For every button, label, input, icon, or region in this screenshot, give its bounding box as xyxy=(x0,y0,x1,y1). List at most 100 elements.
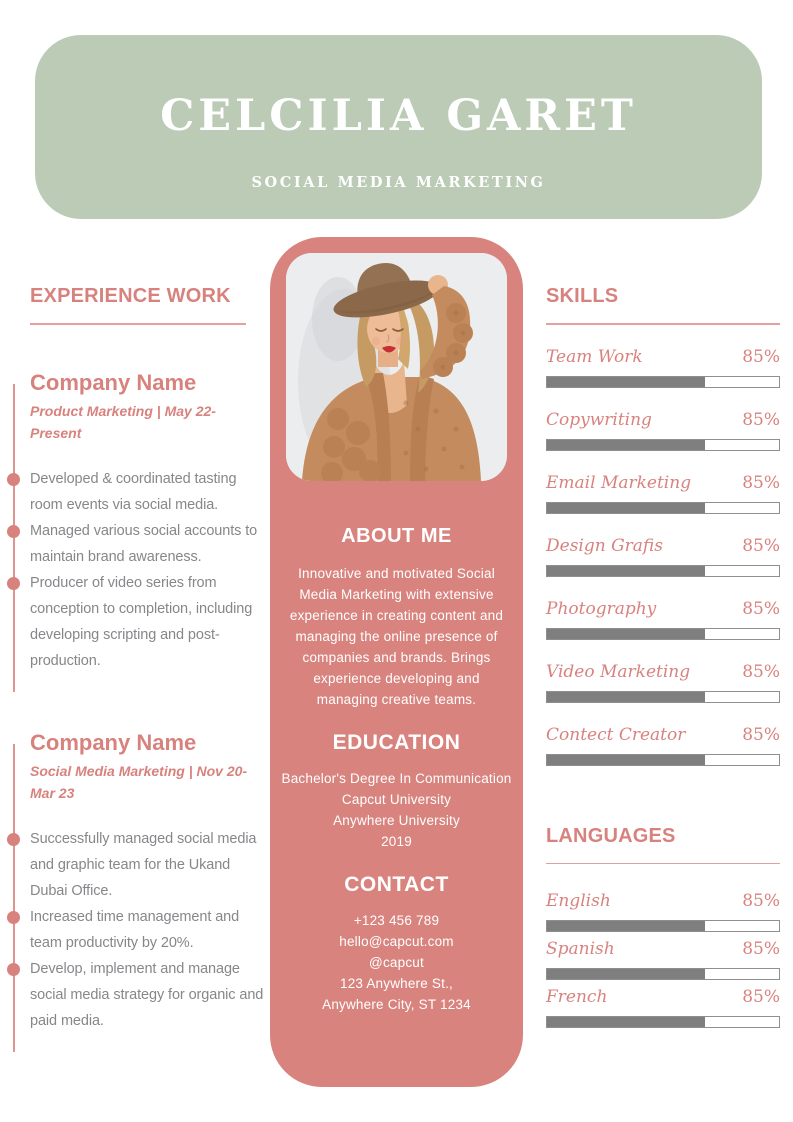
skills-item: Email Marketing 85% xyxy=(546,473,780,514)
company-name: Company Name xyxy=(30,369,197,395)
meter-label: French xyxy=(546,987,608,1007)
job-entry: Company Name Social Media Marketing | Nov… xyxy=(6,729,263,1052)
contact-title: CONTACT xyxy=(344,873,449,896)
meter-bar-fill xyxy=(547,439,705,450)
meter-label: English xyxy=(546,891,611,911)
languages-item: English 85% xyxy=(546,891,780,932)
skills-item: Photography 85% xyxy=(546,599,780,640)
meter-bar-fill xyxy=(547,691,705,702)
portrait-illustration xyxy=(286,253,507,481)
skills-divider xyxy=(546,323,780,325)
header-banner: CELCILIA GARET SOCIAL MEDIA MARKETING xyxy=(35,35,762,219)
meter-label: Photography xyxy=(546,598,657,619)
meter-label: Email Marketing xyxy=(546,472,692,493)
contact-line: @capcut xyxy=(369,955,424,970)
meter-bar xyxy=(546,627,780,640)
contact-line: hello@capcut.com xyxy=(339,934,454,949)
meter-label: Copywriting xyxy=(546,409,652,430)
experience-divider xyxy=(30,323,246,325)
meter-bar xyxy=(546,501,780,514)
languages-item: Spanish 85% xyxy=(546,939,780,980)
skills-item: Contect Creator 85% xyxy=(546,725,780,766)
skills-item: Team Work 85% xyxy=(546,347,780,388)
meter-head: English 85% xyxy=(546,891,780,913)
meter-head: Design Grafis 85% xyxy=(546,536,780,558)
meter-percent: 85% xyxy=(742,661,780,682)
meter-percent: 85% xyxy=(742,891,780,911)
meter-label: Spanish xyxy=(546,939,615,959)
meter-bar-fill xyxy=(547,502,705,513)
meter-bar-fill xyxy=(547,565,705,576)
meter-label: Video Marketing xyxy=(546,661,691,682)
person-role: SOCIAL MEDIA MARKETING xyxy=(251,174,546,191)
job-bullet: Producer of video series from conception… xyxy=(6,570,268,674)
meter-bar xyxy=(546,1016,780,1028)
meter-head: Copywriting 85% xyxy=(546,410,780,432)
education-line: Bachelor's Degree In Communication xyxy=(281,771,512,786)
meter-bar xyxy=(546,920,780,932)
skills-title: SKILLS xyxy=(546,285,619,307)
skills-item: Video Marketing 85% xyxy=(546,662,780,703)
meter-bar xyxy=(546,564,780,577)
meter-percent: 85% xyxy=(742,346,780,367)
job-meta: Product Marketing | May 22-Present xyxy=(30,402,216,441)
meter-label: Design Grafis xyxy=(546,535,663,556)
experience-title: EXPERIENCE WORK xyxy=(30,285,231,307)
job-bullets: Developed & coordinated tasting room eve… xyxy=(6,466,268,674)
job-bullet: Increased time management and team produ… xyxy=(6,904,268,956)
company-name: Company Name xyxy=(30,729,197,755)
meter-bar-fill xyxy=(547,921,705,931)
languages-divider xyxy=(546,862,780,864)
meter-bar-fill xyxy=(547,969,705,979)
meter-head: Spanish 85% xyxy=(546,939,780,961)
education-line: Capcut University xyxy=(341,792,452,807)
meter-label: Team Work xyxy=(546,346,643,367)
meter-percent: 85% xyxy=(742,724,780,745)
skills-item: Copywriting 85% xyxy=(546,410,780,451)
skills-item: Design Grafis 85% xyxy=(546,536,780,577)
about-title: ABOUT ME xyxy=(341,525,452,547)
job-bullet: Developed & coordinated tasting room eve… xyxy=(6,466,268,518)
education-lines: Bachelor's Degree In Communication Capcut… xyxy=(270,768,523,852)
meter-head: Video Marketing 85% xyxy=(546,662,780,684)
meter-percent: 85% xyxy=(742,409,780,430)
contact-line: Anywhere City, ST 1234 xyxy=(322,997,471,1012)
meter-head: Team Work 85% xyxy=(546,347,780,369)
education-title: EDUCATION xyxy=(332,731,461,754)
meter-percent: 85% xyxy=(742,598,780,619)
contact-line: 123 Anywhere St., xyxy=(340,976,453,991)
job-bullet: Successfully managed social media and gr… xyxy=(6,826,268,904)
meter-bar xyxy=(546,968,780,980)
job-bullet: Managed various social accounts to maint… xyxy=(6,518,268,570)
meter-head: Contect Creator 85% xyxy=(546,725,780,747)
meter-percent: 85% xyxy=(742,535,780,556)
meter-head: Email Marketing 85% xyxy=(546,473,780,495)
job-bullets: Successfully managed social media and gr… xyxy=(6,826,268,1034)
meter-percent: 85% xyxy=(742,987,780,1007)
job-bullet: Develop, implement and manage social med… xyxy=(6,956,268,1034)
education-line: Anywhere University xyxy=(333,813,460,828)
skills-rows: Team Work 85% Copywriting 85% Email Marketin… xyxy=(546,347,780,766)
contact-line: +123 456 789 xyxy=(353,913,440,928)
languages-item: French 85% xyxy=(546,987,780,1028)
profile-photo xyxy=(286,253,507,481)
profile-column: ABOUT ME Innovative and motivated Social… xyxy=(270,237,523,1087)
meter-percent: 85% xyxy=(742,939,780,959)
job-entry: Company Name Product Marketing | May 22-P… xyxy=(6,369,257,692)
skills-section: SKILLS Team Work 85% Copywriting 85% Email M… xyxy=(546,285,780,766)
languages-section: LANGUAGES English 85% Spanish 85% French 85% xyxy=(546,825,780,1028)
meter-bar-fill xyxy=(547,754,705,765)
meter-bar xyxy=(546,753,780,766)
meter-bar xyxy=(546,375,780,388)
education-line: 2019 xyxy=(381,834,412,849)
experience-section: EXPERIENCE WORK Company Name Product Mark… xyxy=(6,285,263,1052)
meter-head: Photography 85% xyxy=(546,599,780,621)
job-meta: Social Media Marketing | Nov 20-Mar 23 xyxy=(30,762,248,801)
skills-column: SKILLS Team Work 85% Copywriting 85% Email M… xyxy=(546,285,780,1035)
contact-lines: +123 456 789 hello@capcut.com @capcut 123 A… xyxy=(270,910,523,1015)
meter-bar-fill xyxy=(547,1017,705,1027)
about-text: Innovative and motivated Social Media Ma… xyxy=(289,566,504,707)
meter-bar-fill xyxy=(547,628,705,639)
meter-bar-fill xyxy=(547,376,705,387)
